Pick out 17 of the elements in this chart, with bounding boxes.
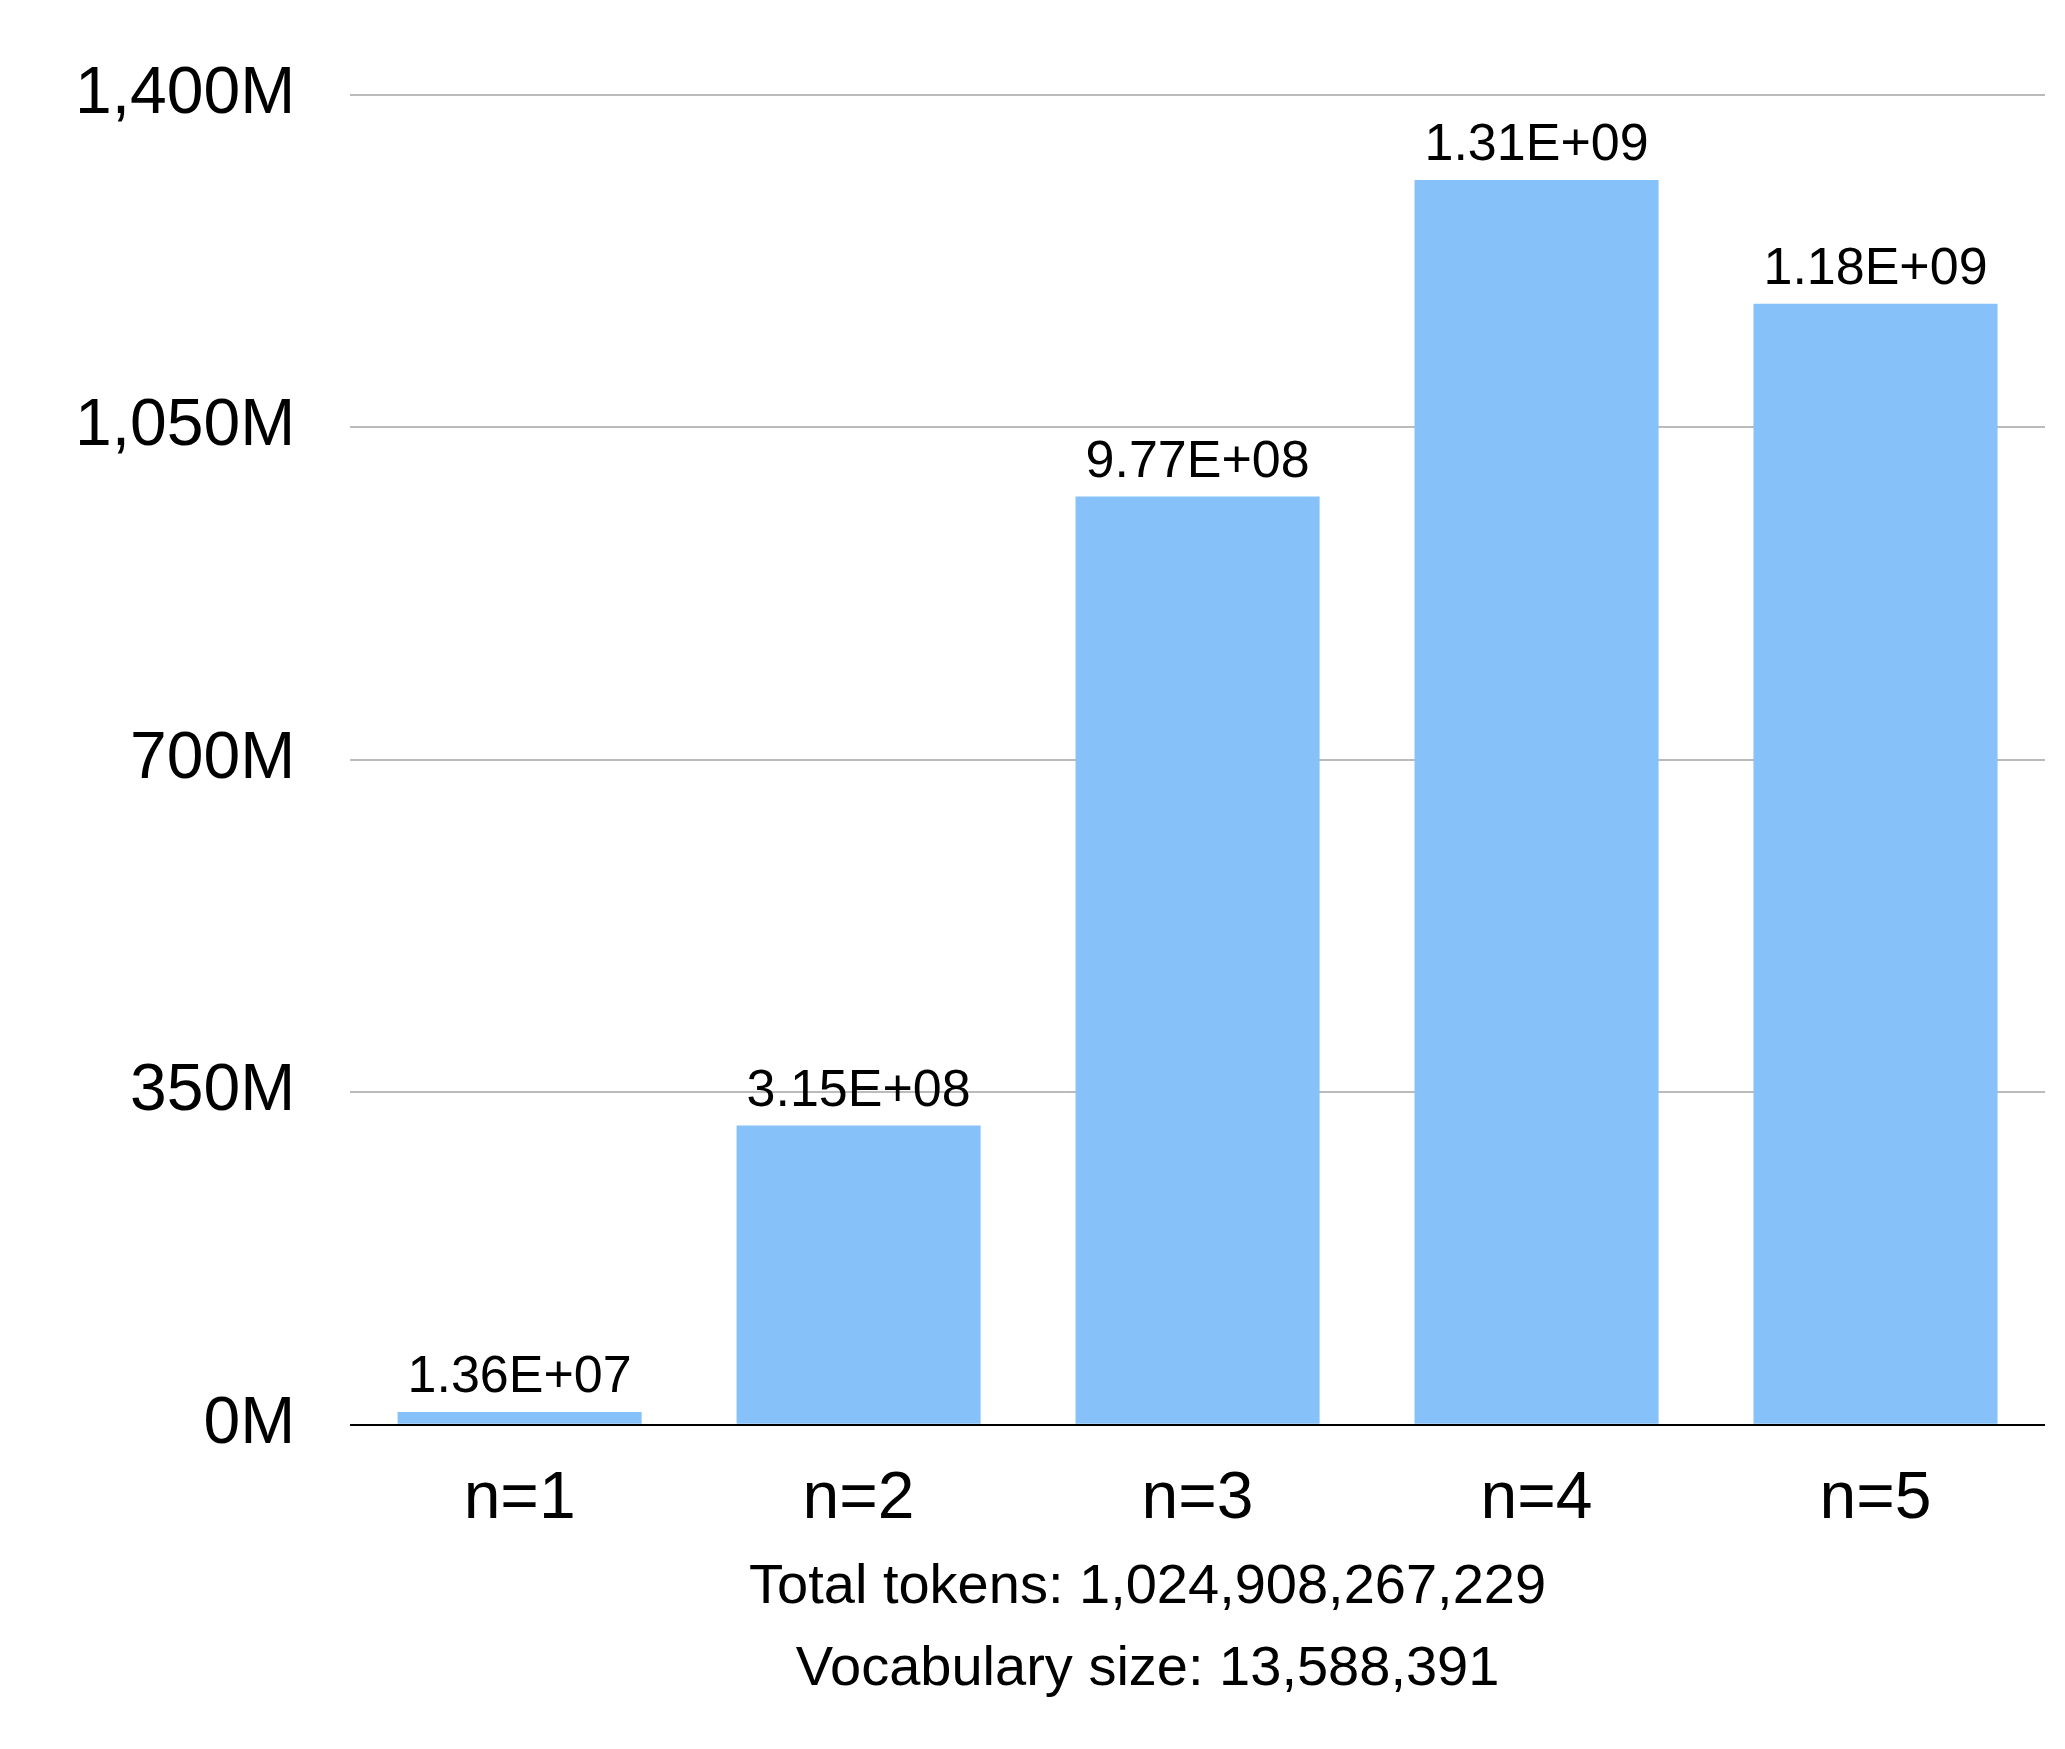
y-tick-label: 0M bbox=[203, 1383, 296, 1457]
x-tick-label: n=1 bbox=[463, 1457, 576, 1532]
data-label: 9.77E+08 bbox=[1085, 429, 1310, 488]
data-label: 1.36E+07 bbox=[407, 1345, 632, 1404]
text: Total tokens: 1,024,908,267,229 bbox=[749, 1552, 1547, 1616]
y-tick-label: 700M bbox=[130, 717, 296, 792]
text: Vocabulary size: 13,588,391 bbox=[795, 1634, 1500, 1698]
y-tick-label: 1,050M bbox=[75, 385, 296, 460]
x-tick-label: n=3 bbox=[1141, 1457, 1254, 1532]
x-tick-label: n=2 bbox=[802, 1457, 915, 1532]
data-label: 3.15E+08 bbox=[746, 1058, 971, 1117]
data-label: 1.31E+09 bbox=[1424, 113, 1649, 172]
data-label: 1.18E+09 bbox=[1763, 236, 1988, 295]
y-tick-label: 1,400M bbox=[75, 52, 296, 127]
x-tick-label: n=4 bbox=[1480, 1457, 1593, 1532]
x-tick-label: n=5 bbox=[1819, 1457, 1932, 1532]
y-tick-label: 350M bbox=[130, 1050, 296, 1125]
